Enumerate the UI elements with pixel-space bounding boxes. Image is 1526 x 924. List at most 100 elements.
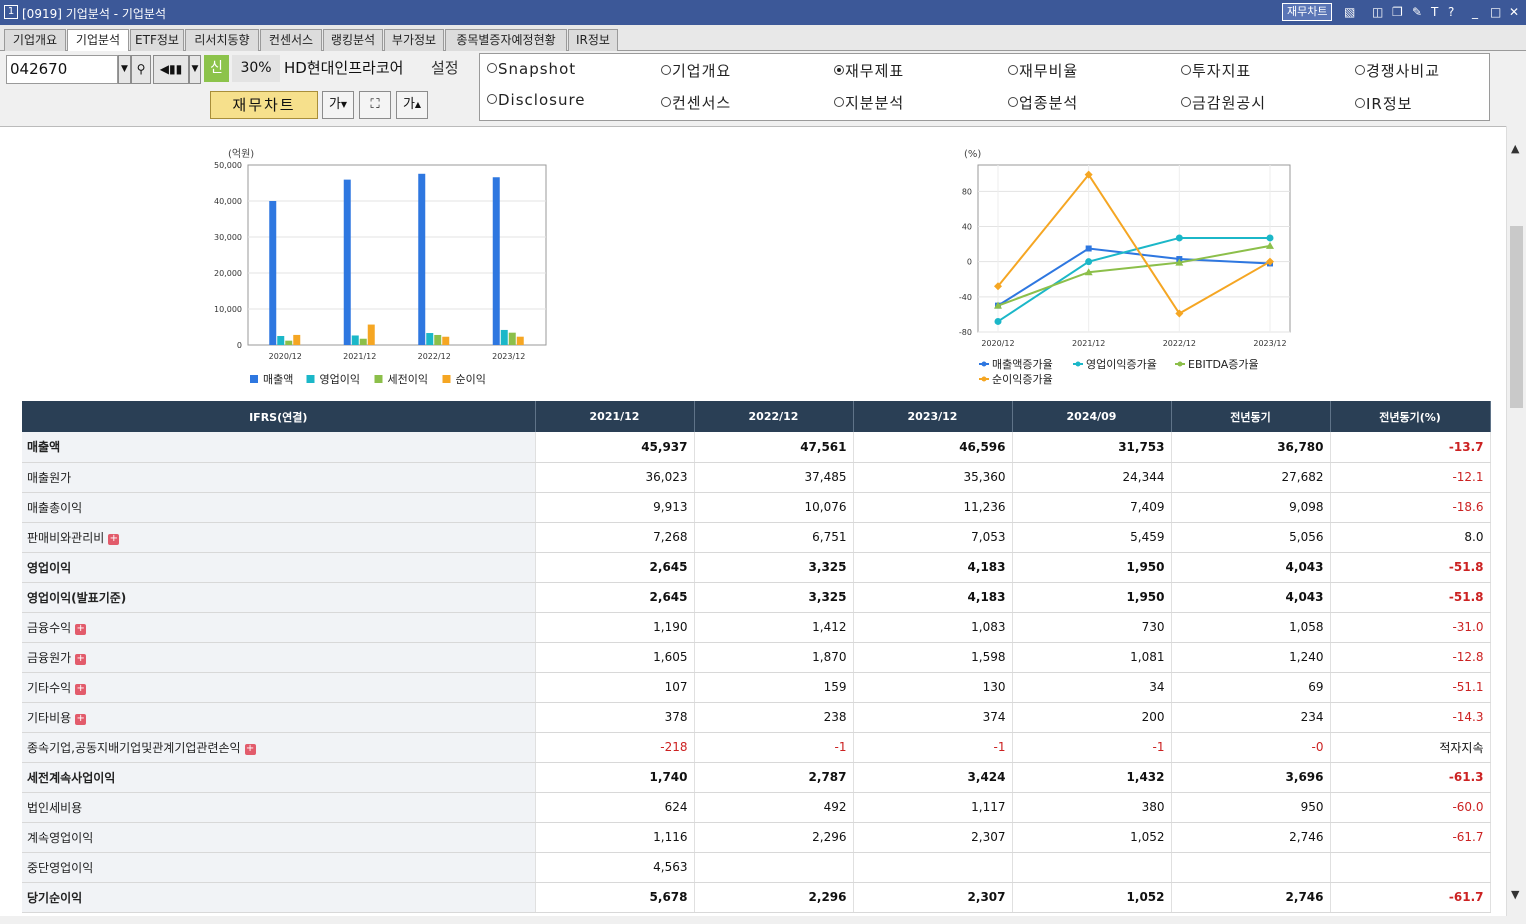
radio-disclosure[interactable]: Disclosure xyxy=(487,91,586,109)
value-cell: 380 xyxy=(1012,792,1172,823)
column-header[interactable]: 2022/12 xyxy=(694,401,854,432)
table-row[interactable]: 기타수익 +107 159 130 34 69 -51.1 xyxy=(22,672,1491,703)
table-row[interactable]: 매출원가 36,023 37,485 35,360 24,344 27,682 -12.1 xyxy=(22,462,1491,493)
fin-chart-button[interactable]: 재무차트 xyxy=(210,91,318,119)
yoy-pct-cell: -61.3 xyxy=(1330,762,1491,793)
y-tick-label: 20,000 xyxy=(214,269,242,278)
value-cell: 27,682 xyxy=(1171,462,1331,493)
expand-plus-icon[interactable]: + xyxy=(75,652,87,665)
value-cell: 4,183 xyxy=(853,582,1013,613)
value-cell: 2,746 xyxy=(1171,882,1331,913)
expand-plus-icon[interactable]: + xyxy=(75,712,87,725)
help-icon[interactable]: ? xyxy=(1448,5,1455,19)
expand-icon[interactable]: ⛶ xyxy=(359,91,391,119)
tab-company-overview[interactable]: 기업개요 xyxy=(4,29,66,51)
radio-label: IR정보 xyxy=(1366,95,1413,113)
minimize-icon[interactable]: _ xyxy=(1472,5,1478,19)
y-tick-label: 0 xyxy=(967,258,972,267)
tab-capital-increase[interactable]: 종목별증자예정현황 xyxy=(445,29,567,51)
table-row[interactable]: 법인세비용 624 492 1,117 380 950 -60.0 xyxy=(22,792,1491,823)
row-label-text: 기타수익 xyxy=(27,680,72,695)
radio-company-overview[interactable]: 기업개요 xyxy=(661,60,731,81)
speaker-dropdown-icon[interactable]: ▼ xyxy=(189,55,201,84)
plot-area xyxy=(977,164,1291,333)
table-row[interactable]: 계속영업이익 1,116 2,296 2,307 1,052 2,746 -61.7 xyxy=(22,822,1491,853)
code-dropdown-icon[interactable]: ▼ xyxy=(118,55,131,84)
row-label: 기타비용 + xyxy=(22,702,536,733)
radio-fss-disclosure[interactable]: 금감원공시 xyxy=(1181,92,1266,113)
value-cell: 34 xyxy=(1012,672,1172,703)
column-header[interactable]: 2023/12 xyxy=(853,401,1013,432)
layout-icon[interactable]: ◫ xyxy=(1372,5,1384,19)
radio-shareholding[interactable]: 지분분석 xyxy=(834,92,904,113)
content-area: (억원) 0 10,000 20,000 30,000 40,000 50,000 2020/… xyxy=(0,126,1506,916)
chart-icon[interactable]: ▧ xyxy=(1344,5,1356,19)
tab-consensus[interactable]: 컨센서스 xyxy=(260,29,322,51)
window-number: 1 xyxy=(4,5,18,19)
point-순이익증가율 xyxy=(1084,170,1093,179)
column-header[interactable]: 2024/09 xyxy=(1012,401,1172,432)
tab-additional-info[interactable]: 부가정보 xyxy=(384,29,444,51)
font-decrease-button[interactable]: 가▼ xyxy=(322,91,354,119)
close-icon[interactable]: ✕ xyxy=(1509,5,1520,19)
value-cell xyxy=(1171,852,1331,883)
radio-ir-info[interactable]: IR정보 xyxy=(1355,93,1412,114)
table-row[interactable]: 금융원가 +1,605 1,870 1,598 1,081 1,240 -12.8 xyxy=(22,642,1491,673)
fin-chart-toggle-button[interactable]: 재무차트 xyxy=(1282,3,1333,21)
yoy-pct-cell: -18.6 xyxy=(1330,492,1491,523)
tab-ranking[interactable]: 랭킹분석 xyxy=(323,29,383,51)
pin-icon[interactable]: ✎ xyxy=(1412,5,1423,19)
table-row[interactable]: 중단영업이익 4,563 xyxy=(22,852,1491,883)
radio-snapshot[interactable]: Snapshot xyxy=(487,60,576,78)
table-row[interactable]: 영업이익 2,645 3,325 4,183 1,950 4,043 -51.8 xyxy=(22,552,1491,583)
yoy-pct-cell: 적자지속 xyxy=(1330,732,1491,763)
font-icon[interactable]: T xyxy=(1431,5,1439,19)
search-icon[interactable]: ⚲ xyxy=(131,55,151,84)
copy-icon[interactable]: ❐ xyxy=(1392,5,1403,19)
table-row[interactable]: 금융수익 +1,190 1,412 1,083 730 1,058 -31.0 xyxy=(22,612,1491,643)
column-header[interactable]: 2021/12 xyxy=(535,401,695,432)
table-row[interactable]: 영업이익(발표기준) 2,645 3,325 4,183 1,950 4,043 -51.8 xyxy=(22,582,1491,613)
column-header[interactable]: IFRS(연결) xyxy=(22,401,536,432)
tab-etf-info[interactable]: ETF정보 xyxy=(130,29,184,51)
column-header[interactable]: 전년동기 xyxy=(1171,401,1331,432)
table-row[interactable]: 매출액 45,937 47,561 46,596 31,753 36,780 -13.7 xyxy=(22,432,1491,463)
value-cell: 1,083 xyxy=(853,612,1013,643)
table-row[interactable]: 종속기업,공동지배기업및관계기업관련손익 + -218 -1 -1 -1 -0 적자지속 xyxy=(22,732,1491,763)
column-header[interactable]: 전년동기(%) xyxy=(1330,401,1491,432)
expand-plus-icon[interactable]: + xyxy=(75,622,87,635)
font-increase-button[interactable]: 가▲ xyxy=(396,91,428,119)
row-label: 중단영업이익 xyxy=(22,852,536,883)
scroll-down-icon[interactable]: ▼ xyxy=(1511,888,1520,901)
expand-plus-icon[interactable]: + xyxy=(108,532,120,545)
radio-peer-comparison[interactable]: 경쟁사비교 xyxy=(1355,60,1440,81)
scroll-up-icon[interactable]: ▲ xyxy=(1511,142,1520,155)
value-cell xyxy=(853,852,1013,883)
table-row[interactable]: 매출총이익 9,913 10,076 11,236 7,409 9,098 -18.6 xyxy=(22,492,1491,523)
setting-button[interactable]: 설정 xyxy=(431,59,459,77)
table-row[interactable]: 세전계속사업이익 1,740 2,787 3,424 1,432 3,696 -61.3 xyxy=(22,762,1491,793)
radio-investment-indicators[interactable]: 투자지표 xyxy=(1181,60,1251,81)
expand-plus-icon[interactable]: + xyxy=(244,742,256,755)
radio-consensus[interactable]: 컨센서스 xyxy=(661,92,731,113)
tab-research[interactable]: 리서치동향 xyxy=(185,29,259,51)
speaker-icon[interactable]: ◀︎▮▮ xyxy=(153,55,189,84)
table-row[interactable]: 판매비와관리비 +7,268 6,751 7,053 5,459 5,056 8.0 xyxy=(22,522,1491,553)
scrollbar-thumb[interactable] xyxy=(1510,226,1523,408)
table-row[interactable]: 당기순이익 5,678 2,296 2,307 1,052 2,746 -61.7 xyxy=(22,882,1491,913)
table-row[interactable]: 기타비용 +378 238 374 200 234 -14.3 xyxy=(22,702,1491,733)
series-line-순이익증가율 xyxy=(997,172,1271,315)
expand-plus-icon[interactable]: + xyxy=(75,682,87,695)
radio-industry-analysis[interactable]: 업종분석 xyxy=(1008,92,1078,113)
radio-financial-statements[interactable]: 재무제표 xyxy=(834,60,904,81)
row-label: 매출액 xyxy=(22,432,536,463)
tab-company-analysis[interactable]: 기업분석 xyxy=(67,29,129,52)
vertical-scrollbar[interactable]: ▲ ▼ xyxy=(1506,126,1526,916)
legend-marker xyxy=(1177,361,1183,367)
maximize-icon[interactable]: □ xyxy=(1490,5,1502,19)
tab-ir-info[interactable]: IR정보 xyxy=(568,29,618,51)
bar-영업이익 xyxy=(500,329,508,345)
value-cell: -1 xyxy=(694,732,854,763)
stock-code-input[interactable]: 042670 xyxy=(6,55,118,84)
radio-financial-ratios[interactable]: 재무비율 xyxy=(1008,60,1078,81)
